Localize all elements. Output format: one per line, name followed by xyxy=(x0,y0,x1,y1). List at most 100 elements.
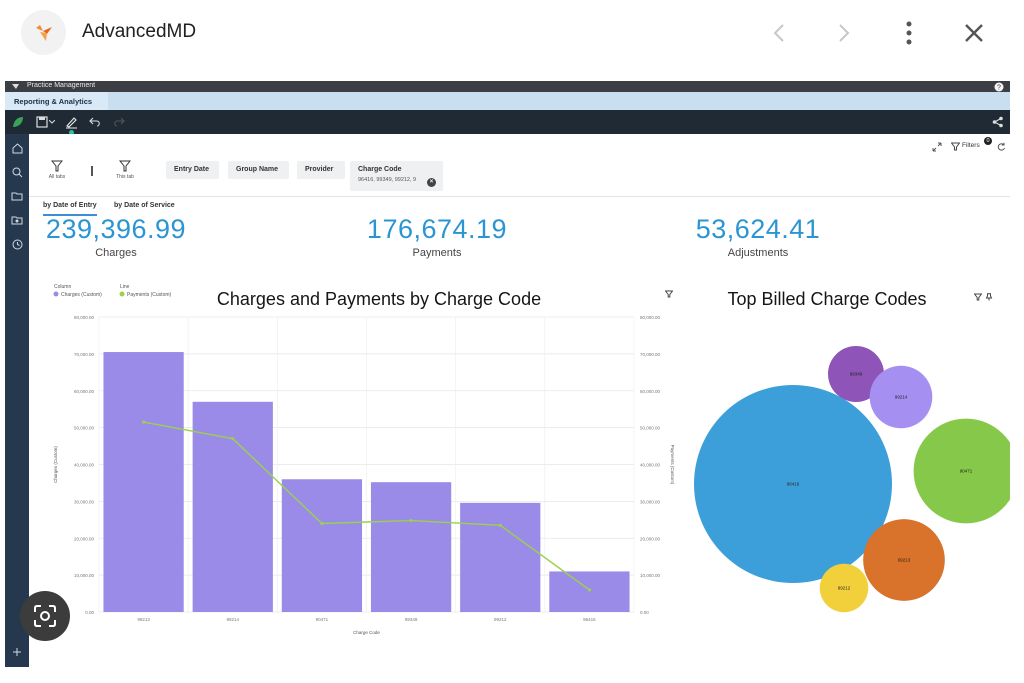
help-icon[interactable]: ? xyxy=(994,82,1004,92)
home-icon[interactable] xyxy=(9,140,25,156)
bar xyxy=(103,352,184,612)
module-tabs: Reporting & Analytics xyxy=(5,92,1010,110)
kpi-label: Adjustments xyxy=(727,247,789,259)
left-sidebar xyxy=(5,134,29,667)
filter-chip-group-name[interactable]: Group Name xyxy=(228,161,289,179)
chevron-right-icon[interactable] xyxy=(829,18,859,48)
filters-label[interactable]: Filters xyxy=(962,142,980,149)
clear-filter-icon[interactable]: × xyxy=(427,178,436,187)
shared-folder-icon[interactable] xyxy=(9,212,25,228)
bubble xyxy=(694,385,892,583)
kpi-label: Charges xyxy=(95,247,137,259)
close-icon[interactable] xyxy=(959,18,989,48)
folder-icon[interactable] xyxy=(9,188,25,204)
chevron-left-icon[interactable] xyxy=(764,18,794,48)
leaf-logo-icon xyxy=(13,117,23,127)
expand-icon[interactable] xyxy=(932,142,942,152)
divider xyxy=(29,196,1010,197)
report-canvas: Filters 0 All tabs This tab Entry Date G… xyxy=(29,134,1010,667)
y2-tick-label: 10,000.00 xyxy=(640,573,661,578)
save-icon[interactable] xyxy=(36,116,48,128)
y2-axis-label: Payments (Custom) xyxy=(670,445,675,485)
more-vertical-icon[interactable] xyxy=(894,18,924,48)
line-point xyxy=(141,420,146,424)
line-point xyxy=(320,521,324,526)
kpi-value: 176,674.19 xyxy=(366,214,508,244)
bar xyxy=(281,479,363,612)
y2-tick-label: 30,000.00 xyxy=(640,499,661,504)
app-window: Practice Management ? Reporting & Analyt… xyxy=(5,81,1010,667)
filter-chip-charge-code[interactable]: Charge Code 96416, 99349, 99212, 9 × xyxy=(350,161,443,191)
kpi-label: Payments xyxy=(412,247,462,259)
recent-clock-icon[interactable] xyxy=(9,236,25,252)
legend-swatch xyxy=(53,291,59,297)
y-tick-label: 40,000.00 xyxy=(74,463,95,468)
app-title-bar: Practice Management ? xyxy=(5,81,1010,92)
y-tick-label: 30,000.00 xyxy=(74,499,95,504)
tab-reporting-analytics[interactable]: Reporting & Analytics xyxy=(5,92,108,110)
kpi-value: 53,624.41 xyxy=(695,214,821,244)
y-tick-label: 0.00 xyxy=(85,610,94,615)
bubble-label: 99349 xyxy=(850,372,863,377)
filter-chip-provider[interactable]: Provider xyxy=(297,161,345,179)
share-icon[interactable] xyxy=(992,116,1004,128)
viewer-title: AdvancedMD xyxy=(82,21,197,42)
bar xyxy=(192,401,273,612)
chart-title: Charges and Payments by Charge Code xyxy=(217,289,541,309)
y2-tick-label: 40,000.00 xyxy=(640,463,661,468)
y2-tick-label: 60,000.00 xyxy=(640,389,661,394)
pin-icon[interactable] xyxy=(985,293,993,301)
y2-tick-label: 70,000.00 xyxy=(640,352,661,357)
x-tick-label: 96416 xyxy=(583,617,596,622)
legend-item: Charges (Custom) xyxy=(61,292,102,298)
subtab-date-of-entry[interactable]: by Date of Entry xyxy=(43,202,97,216)
kpi-value: 239,396.99 xyxy=(45,214,187,244)
bar xyxy=(370,482,452,612)
edit-icon[interactable] xyxy=(65,115,78,129)
reset-icon[interactable] xyxy=(997,142,1006,151)
legend-title: Line xyxy=(120,284,130,290)
lens-icon[interactable] xyxy=(20,591,70,641)
filter-all-tabs[interactable]: All tabs xyxy=(35,158,79,192)
filter-chip-entry-date[interactable]: Entry Date xyxy=(166,161,219,179)
charges-payments-chart: Column Charges (Custom) Line Payments (Cust… xyxy=(53,284,675,635)
bubble-label: 96416 xyxy=(787,482,800,487)
chevron-down-icon[interactable] xyxy=(49,120,55,124)
bubble xyxy=(863,519,945,601)
line-point xyxy=(587,588,592,592)
line-point xyxy=(409,518,413,523)
bubble-label: 99213 xyxy=(898,558,911,563)
filter-funnel-icon xyxy=(118,160,132,172)
x-tick-label: 90471 xyxy=(316,617,329,622)
add-icon[interactable] xyxy=(9,644,25,660)
redo-icon[interactable] xyxy=(113,117,125,127)
bubble xyxy=(819,563,869,613)
bubble xyxy=(913,418,1010,524)
app-menu-icon[interactable] xyxy=(11,82,20,91)
kpi-payments: 176,674.19 Payments xyxy=(349,214,525,259)
legend-title: Column xyxy=(54,284,71,290)
edit-indicator xyxy=(69,130,74,135)
bubble-label: 99214 xyxy=(895,395,908,400)
y2-tick-label: 50,000.00 xyxy=(640,426,661,431)
bubble xyxy=(827,345,885,403)
top-billed-charge-codes-chart: Top Billed Charge Codes 96416 99349 99214 90… xyxy=(694,289,1010,613)
app-window-title: Practice Management xyxy=(27,82,96,89)
filter-this-tab[interactable]: This tab xyxy=(103,158,147,192)
filter-funnel-icon[interactable] xyxy=(974,293,982,301)
search-icon[interactable] xyxy=(9,164,25,180)
advancedmd-logo-icon xyxy=(21,10,66,55)
bubble xyxy=(869,365,933,429)
undo-icon[interactable] xyxy=(89,117,101,127)
filter-funnel-icon[interactable] xyxy=(951,142,960,151)
kpi-adjustments: 53,624.41 Adjustments xyxy=(670,214,846,259)
y-tick-label: 60,000.00 xyxy=(74,389,95,394)
filter-funnel-icon[interactable] xyxy=(665,290,673,298)
report-toolbar xyxy=(5,110,1010,135)
filter-funnel-icon xyxy=(50,160,64,172)
subtab-date-of-service[interactable]: by Date of Service xyxy=(114,202,175,209)
x-tick-label: 99213 xyxy=(137,617,150,622)
legend-item: Payments (Custom) xyxy=(127,292,172,298)
svg-text:?: ? xyxy=(997,85,1001,92)
divider xyxy=(91,166,93,176)
